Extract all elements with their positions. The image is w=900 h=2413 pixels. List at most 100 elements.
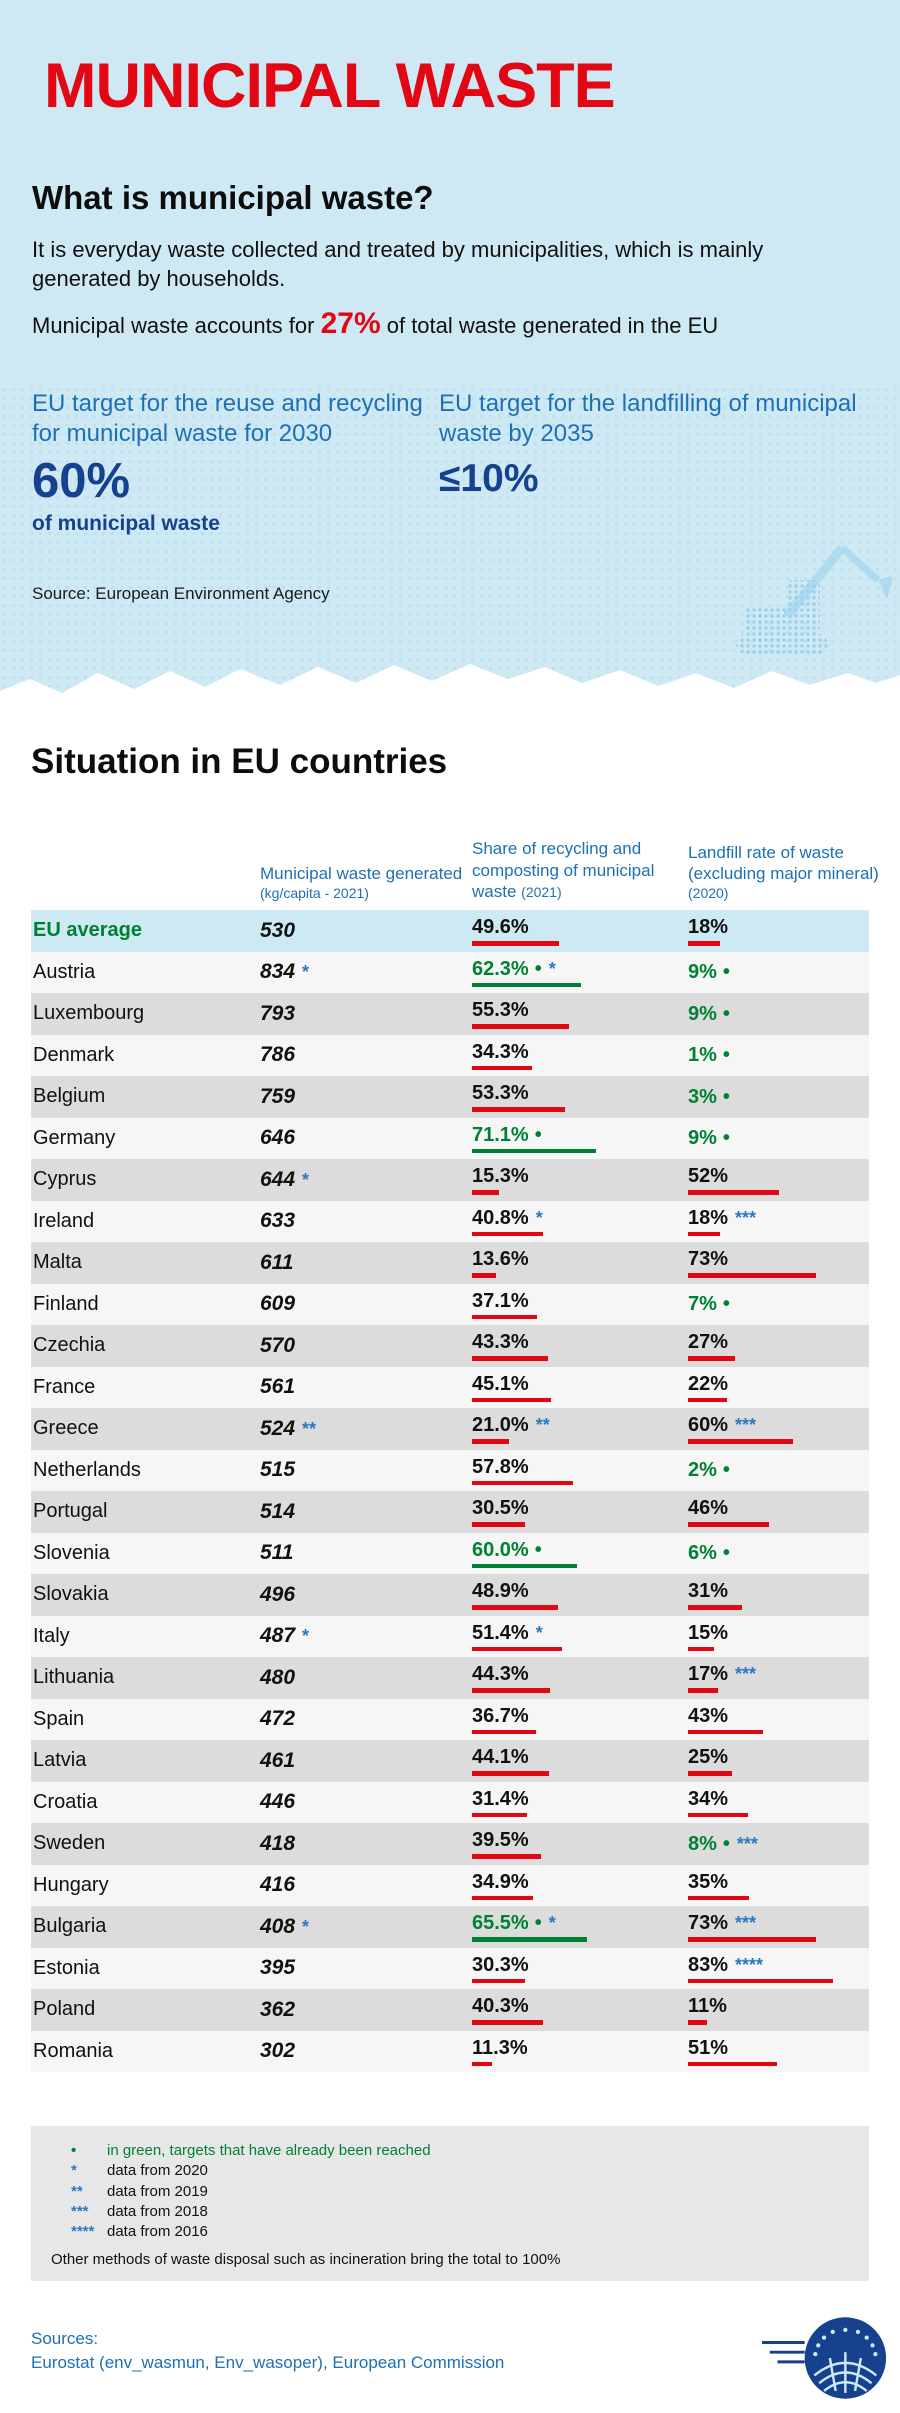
recycling-bar [472, 2020, 543, 2025]
recycling-bar [472, 1065, 533, 1070]
waste-value: 461 [260, 1748, 296, 1772]
footnote-marker: * [535, 1207, 543, 1228]
landfill-bar [688, 1605, 743, 1610]
torn-edge [0, 664, 900, 709]
landfill-cell: 18% *** [688, 1206, 756, 1236]
footnote-marker: * [302, 1169, 310, 1190]
country-label: Spain [33, 1707, 85, 1730]
waste-value: 418 [260, 1831, 296, 1855]
landfill-value: 22% [688, 1372, 729, 1395]
waste-cell: 408 * [260, 1915, 472, 1939]
table-row: Slovenia 511 60.0% • 6% • [31, 1532, 869, 1574]
country-label: Portugal [33, 1500, 108, 1523]
landfill-cell: 6% • [688, 1542, 730, 1564]
country-label: Belgium [33, 1085, 106, 1108]
footnote-marker: *** [735, 1415, 757, 1435]
waste-value: 609 [260, 1292, 296, 1316]
country-label: Latvia [33, 1749, 87, 1772]
waste-value: 515 [260, 1458, 296, 1482]
recycling-bar [472, 1854, 542, 1859]
table-row: Luxembourg 793 55.3% 9% • [31, 993, 869, 1035]
green-dot: • [722, 1542, 730, 1565]
recycling-target: EU target for the reuse and recycling fo… [32, 389, 439, 536]
dotted-texture [0, 385, 900, 708]
landfill-cell: 35% [688, 1871, 750, 1900]
legend-item-2019: ** data from 2019 [51, 2182, 849, 2202]
waste-cell: 611 [260, 1251, 472, 1275]
landfill-value: 9% [688, 961, 717, 984]
landfill-value: 43% [688, 1704, 729, 1727]
recycling-bar [472, 1273, 496, 1278]
sources-label: Sources: [31, 2329, 99, 2349]
landfill-bar [688, 1646, 715, 1651]
waste-value: 514 [260, 1499, 296, 1523]
country-label: Czechia [33, 1334, 106, 1357]
table-row: Estonia 395 30.3% 83% **** [31, 1947, 869, 1989]
column-header-waste-sub: (kg/capita - 2021) [260, 884, 369, 901]
landfill-value: 9% [688, 1002, 717, 1025]
green-dot: • [534, 1912, 542, 1934]
green-dot: • [534, 1123, 542, 1146]
landfill-bar [688, 1231, 720, 1236]
waste-cell: 793 [260, 1002, 472, 1026]
landfill-value: 9% [688, 1127, 717, 1150]
waste-cell: 646 [260, 1126, 472, 1150]
country-label: Estonia [33, 1956, 100, 1979]
landfill-cell: 52% [688, 1165, 779, 1195]
legend-item-2020: * data from 2020 [51, 2161, 849, 2181]
table-row: Denmark 786 34.3% 1% • [31, 1034, 869, 1076]
waste-value: 561 [260, 1375, 296, 1399]
recycling-target-label: EU target for the reuse and recycling fo… [32, 390, 423, 448]
column-header-recycling: Share of recycling and composting of mun… [472, 838, 688, 902]
recycling-bar [472, 1190, 499, 1195]
landfill-cell: 73% [688, 1248, 816, 1278]
recycling-value: 34.3% [472, 1040, 529, 1063]
waste-cell: 530 [260, 919, 472, 943]
landfill-value: 83% [688, 1953, 729, 1976]
waste-cell: 461 [260, 1749, 472, 1773]
waste-cell: 561 [260, 1375, 472, 1399]
waste-value: 480 [260, 1665, 296, 1689]
landfill-cell: 31% [688, 1580, 743, 1610]
table-row: Malta 611 13.6% 73% [31, 1242, 869, 1284]
landfill-value: 18% [688, 1206, 729, 1229]
recycling-value: 71.1% [472, 1123, 529, 1146]
table-row: Poland 362 40.3% 11% [31, 1989, 869, 2031]
recycling-bar [472, 1688, 550, 1693]
landfill-target-value: ≤10% [439, 457, 539, 501]
green-dot: • [722, 1832, 730, 1855]
recycling-value: 44.1% [472, 1746, 529, 1768]
waste-cell: 633 [260, 1209, 472, 1233]
waste-cell: 570 [260, 1334, 472, 1358]
landfill-value: 60% [688, 1414, 729, 1436]
legend-text: data from 2019 [107, 2182, 208, 2200]
green-dot: • [722, 961, 730, 984]
waste-cell: 514 [260, 1500, 472, 1524]
waste-cell: 759 [260, 1085, 472, 1109]
country-label: Lithuania [33, 1666, 115, 1689]
column-header-landfill-label: Landfill rate of waste [688, 843, 844, 862]
waste-cell: 524 ** [260, 1417, 472, 1441]
recycling-value: 11.3% [472, 2036, 528, 2059]
landfill-bar [688, 941, 720, 946]
footnote-marker: **** [735, 1954, 764, 1975]
waste-value: 395 [260, 1956, 296, 1980]
country-label: Ireland [33, 1209, 95, 1232]
recycling-value: 55.3% [472, 999, 529, 1021]
recycling-value: 30.5% [472, 1497, 529, 1519]
legend-text: data from 2020 [107, 2162, 208, 2180]
country-label: Slovakia [33, 1583, 109, 1606]
recycling-value: 62.3% [472, 957, 529, 980]
excavator-illustration [736, 545, 892, 654]
landfill-value: 51% [688, 2036, 729, 2059]
waste-cell: 515 [260, 1458, 472, 1482]
table-row: EU average 530 49.6% 18% [31, 910, 869, 952]
landfill-value: 11% [688, 1995, 727, 2017]
eu-targets: EU target for the reuse and recycling fo… [32, 389, 868, 536]
footnote-marker: * [302, 1916, 310, 1937]
recycling-value: 40.8% [472, 1206, 529, 1229]
country-label: EU average [33, 919, 142, 942]
recycling-cell: 48.9% [472, 1580, 558, 1610]
hero-section: MUNICIPAL WASTE What is municipal waste?… [0, 0, 900, 709]
recycling-bar [472, 1812, 527, 1817]
